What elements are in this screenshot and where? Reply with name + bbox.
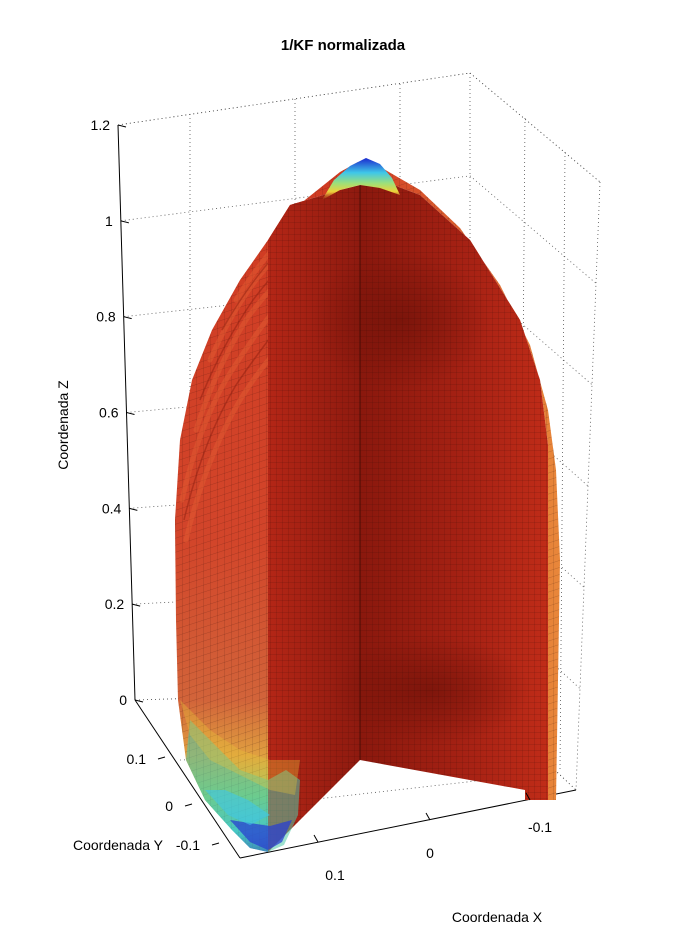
x-axis-label: Coordenada X — [452, 909, 543, 925]
z-tick-label: 0.6 — [99, 405, 119, 421]
z-ticks: 0 0.2 0.4 0.6 0.8 1 1.2 — [91, 117, 144, 708]
y-tick-label: 0 — [165, 798, 173, 814]
y-tick-mark — [157, 756, 166, 760]
z-tick-label: 0.4 — [102, 500, 122, 516]
z-tick-mark — [134, 699, 144, 703]
x-tick-label: 0.1 — [325, 867, 345, 883]
x-tick-label: 0 — [426, 845, 434, 861]
y-tick-label: 0.1 — [127, 751, 147, 767]
z-tick-label: 1.2 — [91, 117, 111, 133]
y-tick-mark — [211, 842, 220, 846]
x-tick-mark — [425, 812, 431, 821]
y-tick-mark — [184, 803, 193, 807]
z-tick-mark — [117, 124, 127, 128]
x-tick-label: -0.1 — [528, 819, 552, 835]
z-tick-label: 1 — [105, 213, 113, 229]
y-ticks: 0.1 0 -0.1 — [127, 751, 220, 853]
z-tick-label: 0.8 — [96, 309, 116, 325]
z-tick-label: 0.2 — [105, 596, 125, 612]
z-tick-mark — [132, 603, 141, 607]
y-axis-label: Coordenada Y — [73, 837, 164, 853]
bottom-rim — [186, 720, 300, 852]
y-tick-label: -0.1 — [176, 837, 200, 853]
z-axis-label: Coordenada Z — [55, 380, 71, 470]
x-ticks: 0.1 0 -0.1 — [313, 792, 552, 883]
z-tick-mark — [123, 316, 132, 320]
z-tick-mark — [120, 220, 129, 224]
z-tick-mark — [129, 507, 138, 511]
x-tick-mark — [525, 792, 531, 801]
apex-cap — [322, 158, 400, 200]
surface — [175, 158, 560, 852]
chart-title: 1/KF normalizada — [281, 37, 406, 54]
x-tick-mark — [313, 834, 319, 843]
z-tick-label: 0 — [119, 692, 127, 708]
z-tick-mark — [126, 412, 135, 415]
